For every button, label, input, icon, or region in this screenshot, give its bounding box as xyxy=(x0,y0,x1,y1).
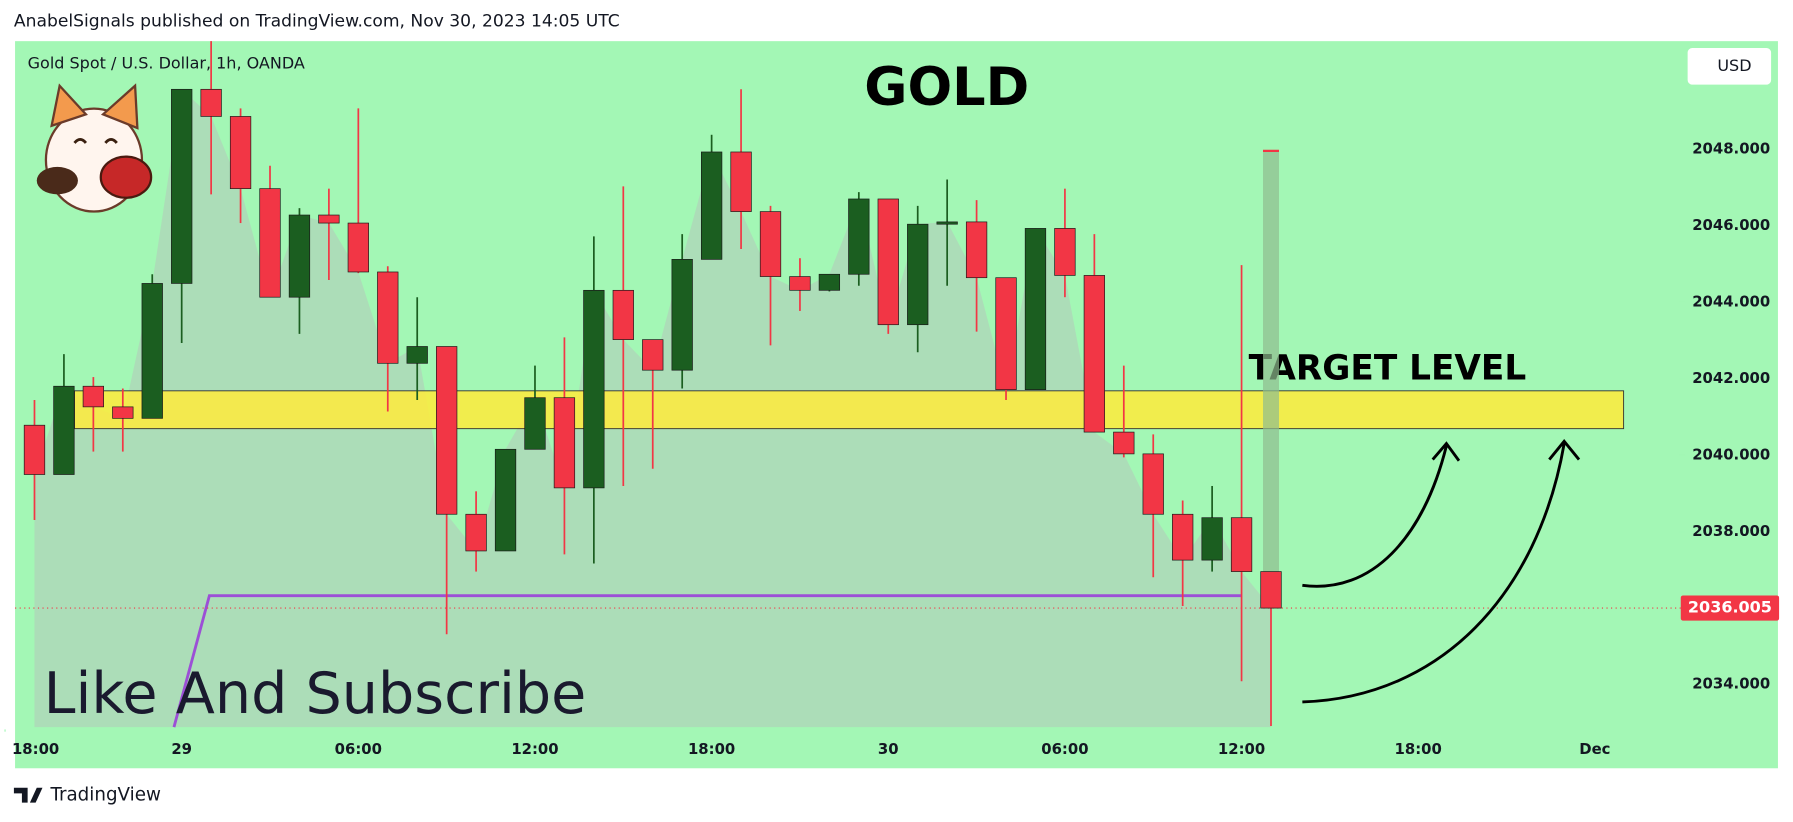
footer-brand: TradingView xyxy=(49,785,161,806)
candle-body xyxy=(171,88,193,284)
candle-body xyxy=(1083,275,1105,433)
arrow xyxy=(1302,441,1461,588)
candle-body xyxy=(288,214,311,298)
x-tick-label: Dec xyxy=(1579,740,1610,758)
candle-body xyxy=(229,116,252,190)
candle-body xyxy=(1201,517,1223,561)
arrow xyxy=(1302,439,1581,704)
candle-body xyxy=(318,214,340,224)
x-tick-label: 18:00 xyxy=(12,740,59,758)
candle-body xyxy=(494,448,517,552)
annotation: Like And Subscribe xyxy=(44,661,587,727)
candle-body xyxy=(1172,513,1194,561)
x-tick-label: 06:00 xyxy=(335,740,382,758)
plot-area: 2034.0002036.0002038.0002040.0002042.000… xyxy=(4,41,1780,758)
candle-body xyxy=(112,406,134,419)
candle-body xyxy=(848,198,870,275)
candle-body xyxy=(436,346,458,515)
candle-body xyxy=(907,223,929,326)
candle-body xyxy=(1260,571,1282,609)
candle-body xyxy=(377,271,399,364)
candle-body xyxy=(818,273,841,291)
candle-body xyxy=(995,277,1017,391)
candle-body xyxy=(1230,517,1253,572)
candle-body xyxy=(1024,228,1047,391)
candle-body xyxy=(671,259,693,371)
last-price-box xyxy=(1680,595,1780,621)
candle-body xyxy=(465,513,487,552)
candle-body xyxy=(53,385,75,475)
x-tick-label: 06:00 xyxy=(1041,740,1088,758)
chart-title: GOLD xyxy=(864,57,1029,118)
x-tick-label: 12:00 xyxy=(511,740,558,758)
candle-body xyxy=(259,188,281,298)
footer-logo xyxy=(13,787,43,803)
candle-body xyxy=(82,385,104,408)
x-tick-label: 18:00 xyxy=(688,740,735,758)
x-tick-label: 18:00 xyxy=(1395,740,1442,758)
candle-body xyxy=(759,211,782,277)
target-label: TARGET LEVEL xyxy=(1249,349,1527,389)
target-zone xyxy=(74,390,1625,430)
candle-body xyxy=(965,221,988,279)
candle-body xyxy=(406,346,428,364)
candle-body xyxy=(612,289,634,340)
currency-label[interactable]: USD xyxy=(1717,56,1751,75)
y-tick-label: 2040.000 xyxy=(1692,445,1770,463)
projection-bar xyxy=(1263,150,1280,609)
x-tick-label: 29 xyxy=(171,740,192,758)
y-tick-label: 2038.000 xyxy=(1692,522,1770,540)
y-tick-label: 2042.000 xyxy=(1692,369,1770,387)
currency-button[interactable] xyxy=(1687,48,1772,85)
y-tick-label: 2048.000 xyxy=(1692,140,1770,158)
candle-body xyxy=(700,151,723,260)
candle-body xyxy=(1054,228,1076,276)
candle-body xyxy=(730,151,752,212)
chart-subtitle: Gold Spot / U.S. Dollar, 1h, OANDA xyxy=(28,54,305,73)
support-line xyxy=(172,594,1242,728)
candle-body xyxy=(642,339,664,371)
candle-body xyxy=(553,397,576,489)
candle-body xyxy=(877,198,899,326)
candle-body xyxy=(200,88,222,117)
y-tick-label: 2046.000 xyxy=(1692,216,1770,234)
x-tick-label: 30 xyxy=(878,740,899,758)
mascot xyxy=(36,83,153,213)
candle-body xyxy=(1113,431,1135,455)
y-tick-label: 2044.000 xyxy=(1692,293,1770,311)
publish-header: AnabelSignals published on TradingView.c… xyxy=(14,12,620,32)
candle-body xyxy=(789,276,811,291)
candle-body xyxy=(23,424,46,475)
candle-body xyxy=(1142,453,1164,515)
y-tick-label: 2034.000 xyxy=(1692,675,1770,693)
candle-body xyxy=(936,221,958,225)
candle-body xyxy=(524,397,546,450)
x-tick-label: 12:00 xyxy=(1218,740,1265,758)
candle-body xyxy=(583,289,605,489)
candle-body xyxy=(347,222,369,273)
last-price-label: 2036.005 xyxy=(1688,598,1772,617)
candle-body xyxy=(141,283,163,419)
